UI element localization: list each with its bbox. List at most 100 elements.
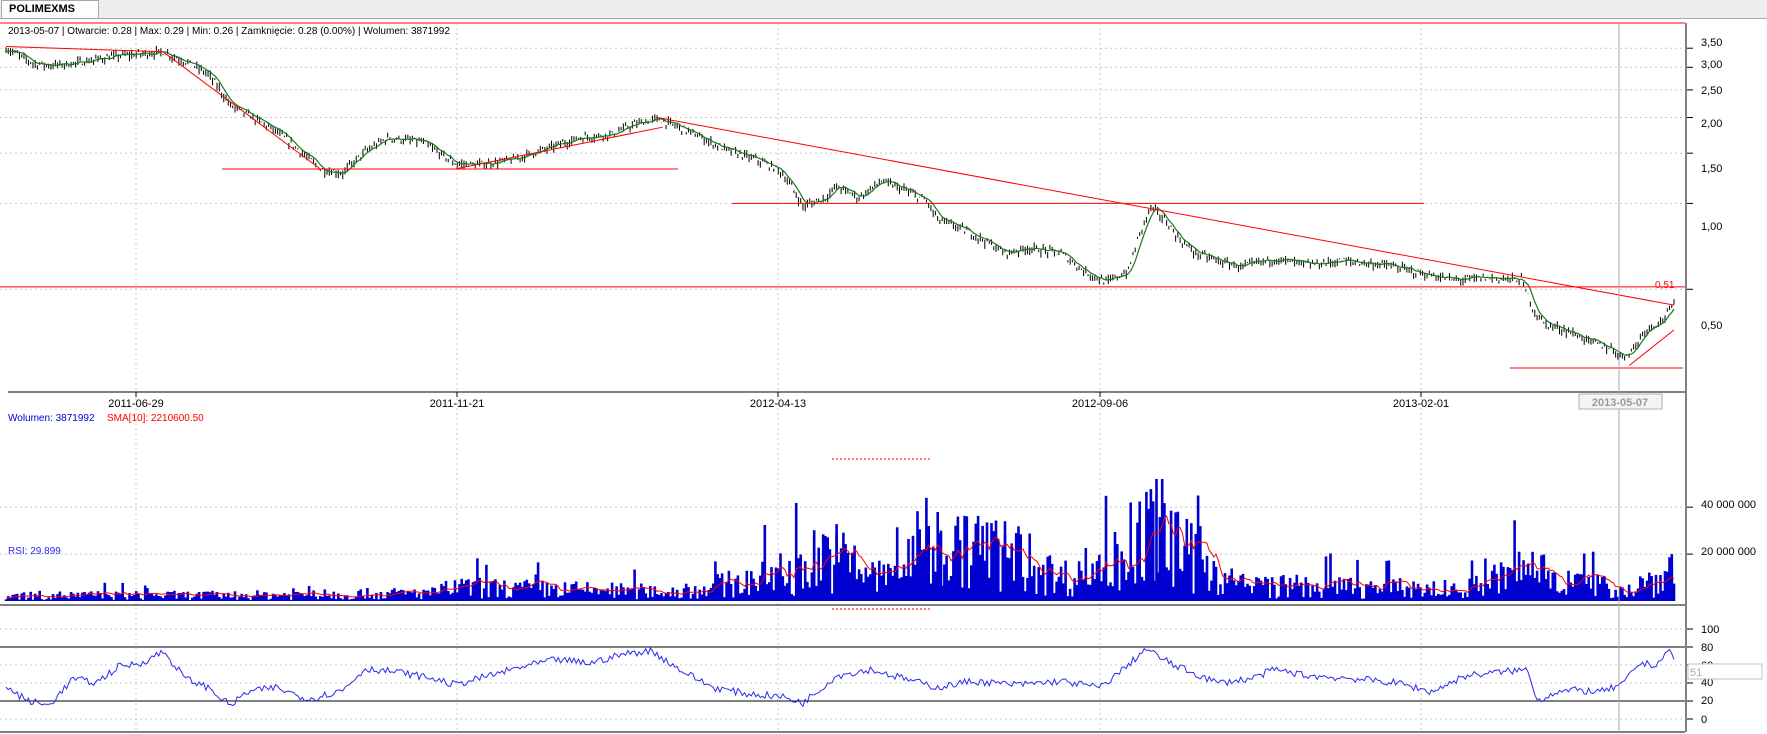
volume-bar: [384, 598, 387, 601]
volume-bar: [606, 588, 609, 601]
volume-bar: [397, 590, 401, 601]
y-tick-label: 80: [1701, 642, 1713, 654]
volume-bar: [1540, 555, 1543, 601]
volume-bar: [1252, 586, 1256, 601]
volume-bar: [725, 582, 728, 601]
volume-bar: [1226, 583, 1229, 601]
volume-bar: [790, 594, 793, 601]
volume-bar: [235, 599, 239, 601]
volume-bar: [875, 591, 879, 601]
volume-bar: [1605, 583, 1608, 601]
volume-bar: [709, 587, 713, 601]
volume-bar: [754, 585, 758, 601]
volume-bar: [1466, 597, 1469, 601]
volume-bar: [1322, 589, 1326, 601]
volume-bar: [1160, 479, 1164, 601]
volume-bar: [63, 595, 66, 601]
volume-bar: [1342, 578, 1346, 601]
volume-bar: [628, 588, 632, 601]
volume-bar: [1340, 589, 1343, 601]
axes: [0, 22, 1693, 733]
volume-bar: [936, 512, 939, 601]
volume-bar: [287, 594, 291, 601]
volume-bar: [161, 598, 165, 601]
volume-bar: [1237, 580, 1240, 601]
volume-bar: [305, 595, 309, 601]
volume-bar: [49, 599, 53, 601]
volume-bar: [1434, 595, 1438, 601]
volume-bar: [1275, 598, 1278, 601]
volume-bar: [954, 525, 957, 601]
volume-bar: [599, 590, 603, 601]
volume-bar: [563, 582, 567, 601]
volume-bar: [588, 591, 591, 601]
volume-bar: [662, 596, 666, 601]
volume-bar: [1668, 557, 1671, 601]
volume-bar: [361, 596, 365, 601]
volume-bar: [173, 590, 176, 601]
volume-bar: [1369, 581, 1373, 601]
volume-bar: [1138, 501, 1141, 601]
volume-bar: [1515, 581, 1519, 601]
volume-bar: [1580, 574, 1584, 601]
volume-bar: [321, 596, 324, 601]
volume-bar: [949, 576, 953, 601]
rsi-value-label: 51: [1690, 667, 1702, 679]
volume-bar: [1378, 588, 1382, 601]
volume-bar: [330, 598, 333, 601]
volume-bar: [1167, 570, 1171, 601]
volume-bar: [570, 584, 573, 601]
volume-bar: [500, 589, 504, 601]
volume-bar: [372, 598, 376, 601]
volume-bar: [343, 595, 347, 601]
volume-bar: [658, 595, 661, 601]
volume-bar: [1419, 587, 1422, 601]
volume-bar: [812, 537, 816, 601]
volume-bar: [545, 583, 549, 601]
volume-bar: [518, 582, 522, 601]
volume-bar: [1383, 583, 1386, 601]
volume-bar: [134, 591, 138, 601]
volume-bar: [1394, 582, 1397, 601]
volume-bar: [431, 587, 434, 601]
volume-bar: [1481, 595, 1485, 601]
tab-polimexms[interactable]: POLIMEXMS: [1, 0, 99, 18]
volume-bar: [1661, 590, 1665, 601]
tab-bar: POLIMEXMS: [0, 0, 1767, 19]
volume-bar: [1095, 561, 1099, 601]
volume-bar: [716, 574, 719, 601]
volume-bar: [548, 595, 551, 601]
volume-bar: [1439, 594, 1442, 601]
volume-bar: [1151, 501, 1155, 601]
volume-bar: [1643, 586, 1647, 601]
volume-bar: [1627, 584, 1631, 601]
volume-bar: [1066, 596, 1070, 601]
x-tick-label: 2013-02-01: [1393, 398, 1449, 410]
volume-bar: [148, 593, 151, 601]
volume-bar: [1210, 580, 1213, 601]
volume-bar: [1327, 588, 1330, 601]
stock-chart[interactable]: 2013-05-07 | Otwarcie: 0.28 | Max: 0.29 …: [0, 19, 1767, 734]
rsi-line: [5, 646, 1675, 708]
volume-bar: [1493, 564, 1496, 601]
volume-bar: [1356, 559, 1359, 601]
volume-bar: [1401, 590, 1404, 601]
volume-bar: [1477, 591, 1480, 601]
volume-bar: [801, 588, 805, 601]
volume-bar: [121, 582, 124, 601]
volume-bar: [22, 592, 26, 601]
volume-bar: [1113, 531, 1117, 601]
volume-bar: [1012, 580, 1016, 601]
volume-bar: [74, 596, 77, 601]
volume-bar: [1214, 566, 1218, 601]
volume-bar: [1309, 597, 1312, 601]
volume-panel: [4, 479, 1676, 601]
volume-bar: [1657, 593, 1660, 601]
volume-bar: [561, 595, 564, 601]
volume-bar: [1672, 583, 1676, 601]
volume-bar: [747, 594, 751, 601]
volume-bar: [1279, 576, 1283, 601]
volume-bar: [770, 567, 773, 601]
volume-bar: [1549, 588, 1552, 601]
volume-bar: [402, 590, 405, 601]
